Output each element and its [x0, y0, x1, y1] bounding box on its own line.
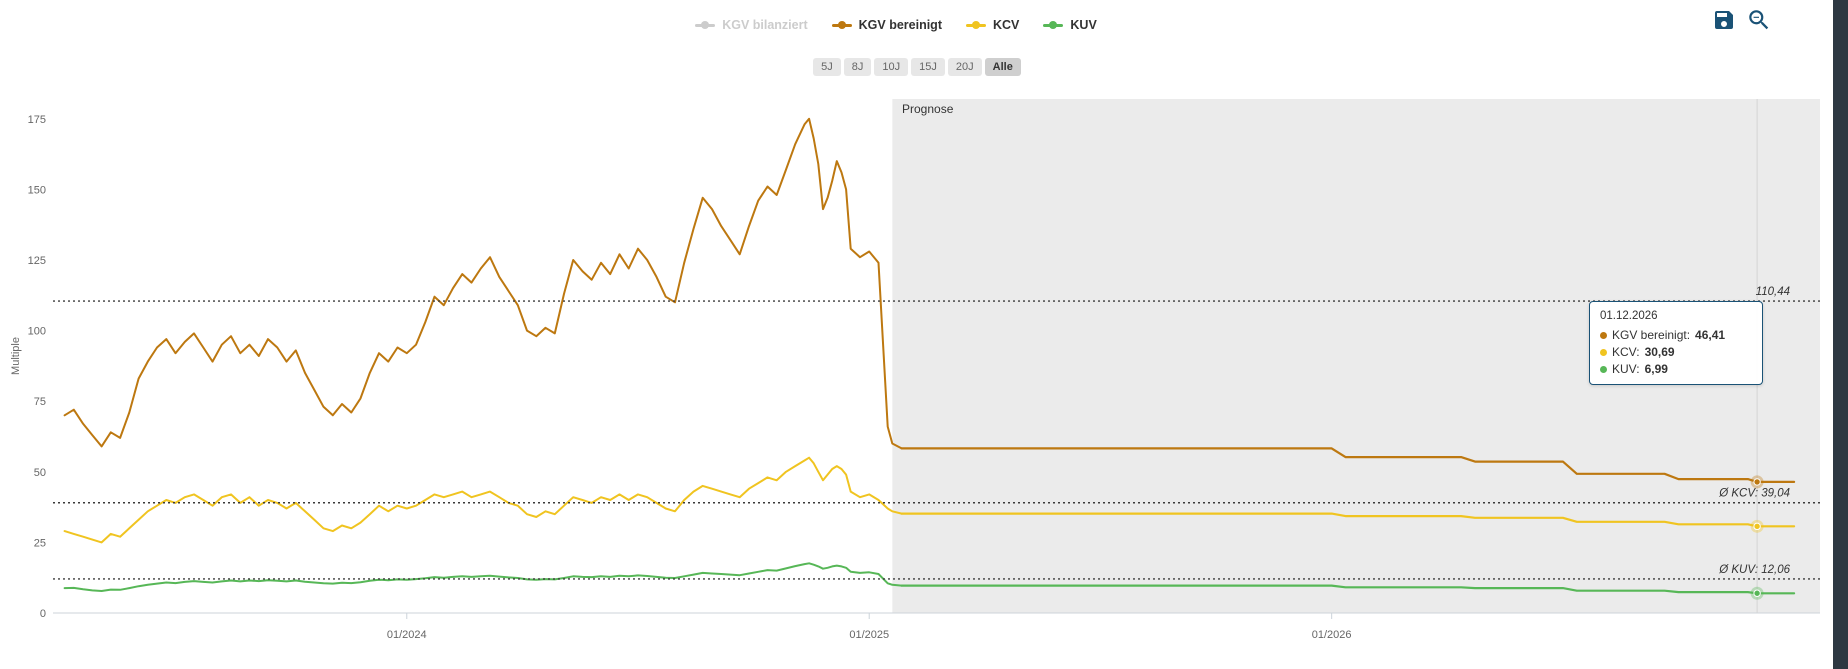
- chart-legend: KGV bilanziert KGV bereinigt KCV KUV: [0, 14, 1792, 36]
- hover-point-kgv-bereinigt: [1753, 478, 1761, 486]
- zoom-out-button[interactable]: [1746, 7, 1772, 33]
- y-tick-label: 175: [28, 114, 46, 126]
- y-tick-label: 100: [28, 326, 46, 338]
- forecast-label: Prognose: [902, 102, 954, 116]
- tooltip-row-kgv-bereinigt: KGV bereinigt: 46,41: [1600, 328, 1752, 342]
- legend-item-label: KUV: [1070, 18, 1097, 32]
- chart-tooltip: 01.12.2026 KGV bereinigt: 46,41 KCV: 30,6…: [1589, 301, 1763, 385]
- tooltip-row-kuv: KUV: 6,99: [1600, 362, 1752, 376]
- page-scrollbar[interactable]: [1833, 0, 1848, 669]
- legend-series-marker-icon: [831, 21, 852, 29]
- y-tick-label: 75: [34, 396, 46, 408]
- range-button-20j[interactable]: 20J: [947, 58, 982, 76]
- average-line-label: Ø KUV: 12,06: [1718, 564, 1790, 576]
- series-line-kgv-bereinigt[interactable]: [63, 117, 903, 450]
- legend-item-label: KCV: [992, 18, 1020, 32]
- series-line-forecast-kcv[interactable]: [900, 512, 1796, 528]
- legend-item-label: KGV bilanziert: [722, 18, 808, 32]
- tooltip-series-label: KGV bereinigt:: [1612, 328, 1691, 342]
- range-button-10j[interactable]: 10J: [874, 58, 909, 76]
- tooltip-series-label: KCV:: [1612, 345, 1640, 359]
- magnifier-minus-icon: [1749, 10, 1769, 30]
- legend-series-marker-icon: [1043, 21, 1064, 29]
- average-line-label: 110,44: [1756, 286, 1790, 298]
- tooltip-row-kcv: KCV: 30,69: [1600, 345, 1752, 359]
- series-line-forecast-kgv-bereinigt[interactable]: [900, 447, 1796, 483]
- y-tick-label: 25: [34, 537, 46, 549]
- x-tick-label: 01/2024: [387, 629, 427, 641]
- tooltip-series-value: 30,69: [1644, 345, 1675, 359]
- x-tick-label: 01/2025: [849, 629, 889, 641]
- series-bullet-icon: [1600, 331, 1607, 339]
- hover-point-kuv: [1753, 589, 1761, 597]
- series-line-kcv[interactable]: [63, 456, 903, 544]
- legend-series-marker-icon: [965, 21, 986, 29]
- tooltip-date: 01.12.2026: [1600, 310, 1658, 322]
- tooltip-series-label: KUV:: [1612, 362, 1640, 376]
- hover-point-kcv: [1753, 522, 1761, 531]
- range-button-15j[interactable]: 15J: [911, 58, 945, 76]
- tooltip-series-value: 46,41: [1695, 328, 1726, 342]
- series-line-forecast-kuv[interactable]: [900, 584, 1796, 595]
- legend-series-dot-icon: [701, 21, 710, 29]
- legend-series-dot-icon: [971, 21, 980, 29]
- tooltip-series-value: 6,99: [1644, 362, 1668, 376]
- series-bullet-icon: [1600, 348, 1607, 356]
- legend-item-label: KGV bereinigt: [858, 18, 942, 32]
- x-tick-label: 01/2026: [1312, 629, 1352, 641]
- y-tick-label: 0: [40, 608, 46, 620]
- range-selector: 5J 8J 10J 15J 20J Alle: [0, 58, 1834, 76]
- range-button-8j[interactable]: 8J: [843, 58, 872, 76]
- floppy-disk-icon: [1715, 11, 1733, 29]
- y-tick-label: 50: [34, 467, 46, 479]
- legend-item-kgv-bereinigt[interactable]: KGV bereinigt: [831, 18, 942, 32]
- legend-series-marker-icon: [695, 21, 716, 29]
- range-button-5j[interactable]: 5J: [813, 58, 841, 76]
- series-line-kuv[interactable]: [63, 562, 903, 592]
- range-button-alle[interactable]: Alle: [984, 58, 1021, 76]
- legend-item-kuv[interactable]: KUV: [1043, 18, 1097, 32]
- legend-series-dot-icon: [837, 21, 846, 29]
- average-line-label: Ø KCV: 39,04: [1718, 488, 1790, 500]
- save-chart-button[interactable]: [1712, 8, 1736, 32]
- y-tick-label: 150: [28, 184, 46, 196]
- legend-series-dot-icon: [1049, 21, 1058, 29]
- legend-item-kcv[interactable]: KCV: [965, 18, 1020, 32]
- series-bullet-icon: [1600, 365, 1607, 373]
- y-tick-label: 125: [28, 255, 46, 267]
- legend-item-kgv-bilanziert[interactable]: KGV bilanziert: [695, 18, 808, 32]
- y-axis-title: Multiple: [10, 337, 22, 375]
